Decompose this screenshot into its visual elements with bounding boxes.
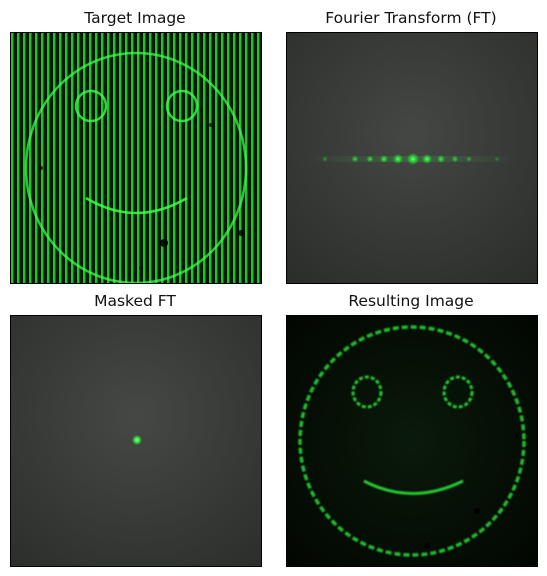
panel-title-fourier-transform: Fourier Transform (FT) xyxy=(325,9,497,27)
target-image xyxy=(11,33,261,283)
panel-title-target-image: Target Image xyxy=(84,9,186,27)
panel-title-masked-ft: Masked FT xyxy=(94,292,176,310)
resulting-image xyxy=(287,316,537,566)
masked-ft-panel xyxy=(10,315,262,567)
resulting-image-panel xyxy=(286,315,538,567)
masked-ft-image xyxy=(11,316,261,566)
panel-title-resulting-image: Resulting Image xyxy=(348,292,474,310)
target-image-panel xyxy=(10,32,262,284)
fourier-transform-image xyxy=(287,33,537,283)
fourier-transform-panel xyxy=(286,32,538,284)
